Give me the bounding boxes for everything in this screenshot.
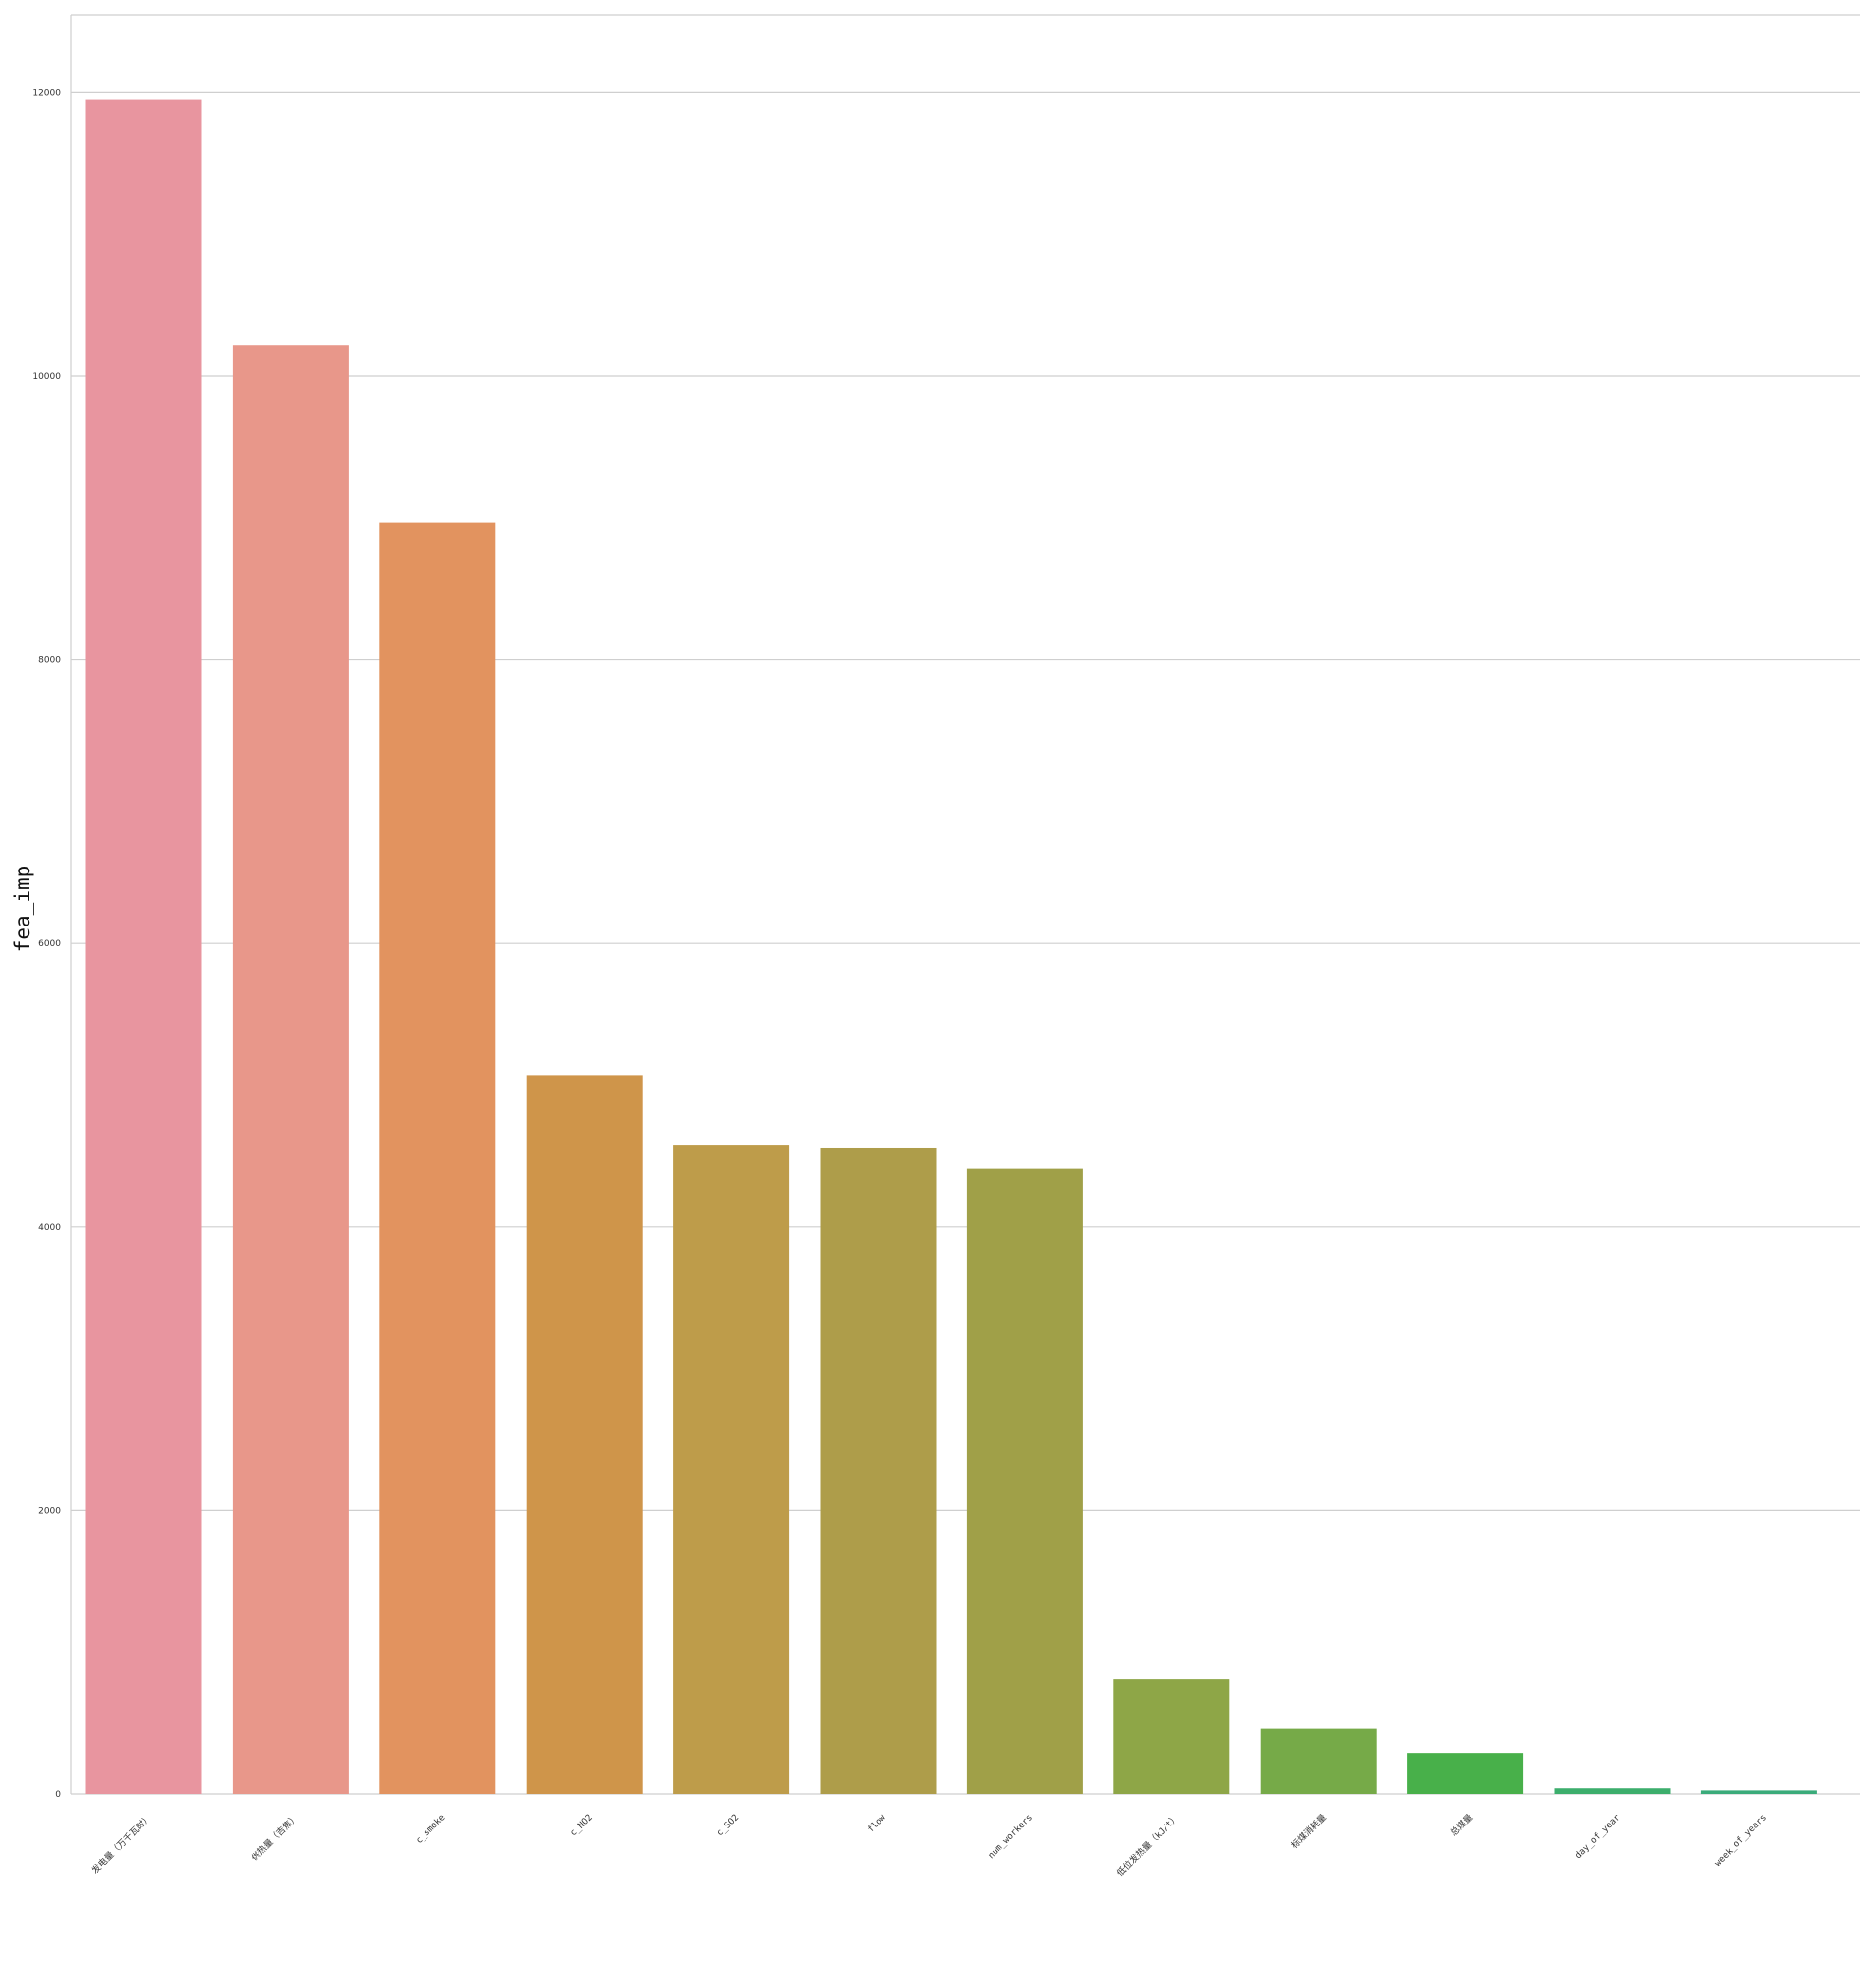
x-tick-label: c_NO2 <box>569 1813 595 1838</box>
x-tick-label: num_workers <box>987 1813 1035 1861</box>
bar-供热量（吉焦） <box>232 345 349 1795</box>
y-tick-label: 0 <box>55 1790 61 1800</box>
bar-num_workers <box>966 1168 1083 1794</box>
bar-c_smoke <box>379 522 496 1794</box>
x-tick-label: 低位发热量（kJ/t） <box>1114 1812 1181 1879</box>
bar-c_NO2 <box>526 1075 643 1794</box>
bar-低位发热量（kJ/t） <box>1113 1679 1230 1794</box>
x-tick-label: week_of_years <box>1713 1813 1769 1869</box>
x-tick-label: c_smoke <box>415 1813 448 1846</box>
bar-day_of_year <box>1554 1788 1671 1794</box>
y-tick-label: 6000 <box>38 939 61 949</box>
bar-week_of_years <box>1700 1790 1817 1794</box>
bars <box>85 99 1817 1795</box>
x-tick-label: 供热量（吉焦） <box>249 1812 301 1864</box>
x-tick-label: flow <box>866 1813 888 1835</box>
y-tick-label: 2000 <box>38 1506 61 1516</box>
bar-总煤量 <box>1407 1753 1524 1794</box>
x-tick-labels: 发电量（万千瓦时） 供热量（吉焦） c_smoke c_NO2 c_SO2 flow num… <box>89 1812 1769 1879</box>
y-tick-label: 8000 <box>38 656 61 666</box>
y-tick-label: 10000 <box>32 372 61 382</box>
y-tick-labels: 0 2000 4000 6000 8000 10000 12000 <box>32 88 61 1800</box>
x-tick-label: 发电量（万千瓦时） <box>89 1812 154 1877</box>
x-tick-label: day_of_year <box>1573 1813 1622 1862</box>
x-tick-label: 标煤消耗量 <box>1289 1812 1329 1851</box>
y-tick-label: 12000 <box>32 88 61 98</box>
x-tick-label: c_SO2 <box>715 1813 741 1838</box>
bar-标煤消耗量 <box>1260 1728 1377 1794</box>
y-axis-label: fea_imp <box>11 866 34 953</box>
bar-flow <box>820 1147 937 1794</box>
x-tick-label: 总煤量 <box>1449 1812 1476 1839</box>
y-tick-label: 4000 <box>38 1223 61 1233</box>
gridlines <box>71 91 1860 1511</box>
bar-c_SO2 <box>673 1145 790 1794</box>
bar-发电量（万千瓦时） <box>85 99 202 1795</box>
